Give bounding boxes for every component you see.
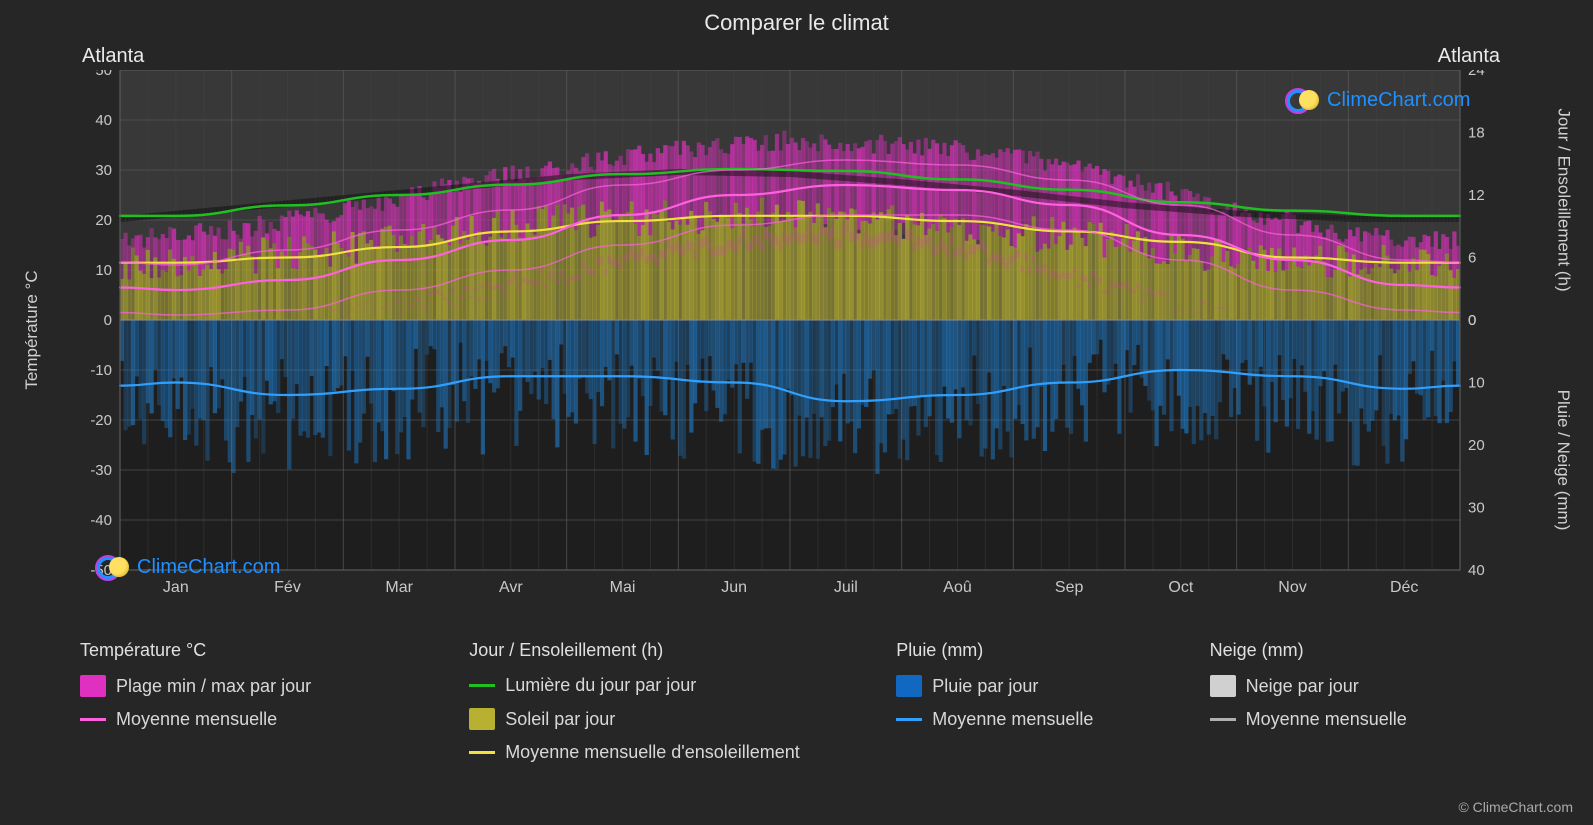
legend-label: Pluie par jour <box>932 676 1038 697</box>
y-axis-right-top-label: Jour / Ensoleillement (h) <box>1553 108 1573 291</box>
svg-text:6: 6 <box>1468 250 1476 267</box>
legend-column: Neige (mm) Neige par jour Moyenne mensuell… <box>1210 640 1513 763</box>
legend-label: Plage min / max par jour <box>116 676 311 697</box>
y-axis-left-label: Température °C <box>22 270 42 389</box>
svg-text:Avr: Avr <box>499 579 523 596</box>
brand-logo-icon <box>1285 88 1319 112</box>
svg-text:-40: -40 <box>90 512 112 529</box>
legend-swatch <box>1210 675 1236 697</box>
legend-heading: Température °C <box>80 640 459 661</box>
svg-text:-20: -20 <box>90 412 112 429</box>
legend-item: Plage min / max par jour <box>80 675 459 697</box>
legend-item: Moyenne mensuelle <box>896 709 1199 730</box>
legend-heading: Jour / Ensoleillement (h) <box>469 640 886 661</box>
brand-logo-text: ClimeChart.com <box>1327 89 1470 112</box>
page: Comparer le climat Atlanta Atlanta Tempé… <box>0 0 1593 825</box>
svg-text:Jun: Jun <box>721 579 747 596</box>
legend-item: Moyenne mensuelle <box>1210 709 1513 730</box>
svg-text:Mai: Mai <box>610 579 636 596</box>
legend-item: Neige par jour <box>1210 675 1513 697</box>
legend-swatch <box>80 718 106 721</box>
chart-plot-area: -50-40-30-20-100102030405006121824010203… <box>80 70 1500 600</box>
svg-text:30: 30 <box>95 162 112 179</box>
legend-label: Soleil par jour <box>505 709 615 730</box>
svg-text:20: 20 <box>1468 437 1485 454</box>
svg-text:10: 10 <box>1468 375 1485 392</box>
legend-label: Moyenne mensuelle <box>116 709 277 730</box>
legend-column: Température °C Plage min / max par jour Mo… <box>80 640 459 763</box>
legend-label: Moyenne mensuelle d'ensoleillement <box>505 742 800 763</box>
svg-text:20: 20 <box>95 212 112 229</box>
legend-swatch <box>1210 718 1236 721</box>
brand-logo-top: ClimeChart.com <box>1285 88 1470 112</box>
svg-text:18: 18 <box>1468 125 1485 142</box>
brand-logo-text: ClimeChart.com <box>137 556 280 579</box>
svg-text:Fév: Fév <box>274 579 301 596</box>
svg-text:Juil: Juil <box>834 579 858 596</box>
svg-text:10: 10 <box>95 262 112 279</box>
svg-text:0: 0 <box>1468 312 1476 329</box>
legend-label: Lumière du jour par jour <box>505 675 696 696</box>
svg-text:-10: -10 <box>90 362 112 379</box>
legend-item: Moyenne mensuelle <box>80 709 459 730</box>
legend-swatch <box>469 684 495 687</box>
legend-label: Moyenne mensuelle <box>1246 709 1407 730</box>
legend-heading: Pluie (mm) <box>896 640 1199 661</box>
legend-swatch <box>80 675 106 697</box>
copyright-text: © ClimeChart.com <box>1458 799 1573 815</box>
legend-label: Neige par jour <box>1246 676 1359 697</box>
svg-text:-30: -30 <box>90 462 112 479</box>
legend-column: Jour / Ensoleillement (h) Lumière du jour… <box>469 640 886 763</box>
svg-text:40: 40 <box>1468 562 1485 579</box>
y-axis-right-bot-label: Pluie / Neige (mm) <box>1553 390 1573 531</box>
svg-text:30: 30 <box>1468 500 1485 517</box>
svg-text:40: 40 <box>95 112 112 129</box>
svg-text:Jan: Jan <box>163 579 189 596</box>
legend-column: Pluie (mm) Pluie par jour Moyenne mensuell… <box>896 640 1199 763</box>
legend-heading: Neige (mm) <box>1210 640 1513 661</box>
brand-logo-icon <box>95 555 129 579</box>
svg-text:12: 12 <box>1468 187 1485 204</box>
svg-text:24: 24 <box>1468 70 1485 79</box>
legend-item: Pluie par jour <box>896 675 1199 697</box>
legend-label: Moyenne mensuelle <box>932 709 1093 730</box>
svg-text:Sep: Sep <box>1055 579 1084 596</box>
svg-text:0: 0 <box>104 312 112 329</box>
svg-text:Déc: Déc <box>1390 579 1418 596</box>
svg-text:Aoû: Aoû <box>943 579 971 596</box>
legend-item: Lumière du jour par jour <box>469 675 886 696</box>
svg-text:Mar: Mar <box>385 579 413 596</box>
svg-text:Oct: Oct <box>1168 579 1193 596</box>
brand-logo-bottom: ClimeChart.com <box>95 555 280 579</box>
chart-title: Comparer le climat <box>0 10 1593 36</box>
legend: Température °C Plage min / max par jour Mo… <box>80 640 1513 763</box>
legend-swatch <box>469 751 495 754</box>
city-label-left: Atlanta <box>82 45 144 68</box>
legend-swatch <box>896 675 922 697</box>
city-label-right: Atlanta <box>1438 45 1500 68</box>
legend-item: Moyenne mensuelle d'ensoleillement <box>469 742 886 763</box>
legend-swatch <box>469 708 495 730</box>
svg-text:Nov: Nov <box>1278 579 1306 596</box>
legend-swatch <box>896 718 922 721</box>
legend-item: Soleil par jour <box>469 708 886 730</box>
svg-text:50: 50 <box>95 70 112 79</box>
